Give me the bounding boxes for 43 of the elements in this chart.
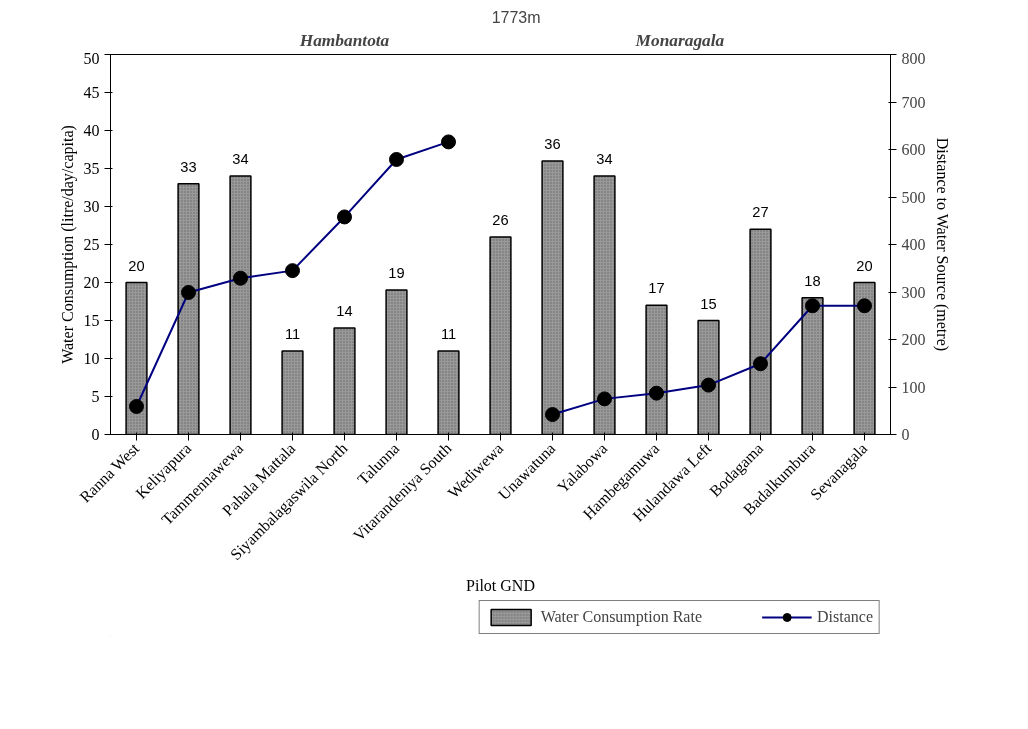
y-tick-label: 15 <box>83 312 100 329</box>
y2-tick-label: 400 <box>901 236 926 253</box>
y-tick-label: 40 <box>83 122 100 139</box>
data-label: 11 <box>284 325 301 342</box>
legend-label: Distance <box>817 608 873 626</box>
y2-tick-label: 100 <box>901 378 926 396</box>
y2-tick-label: 0 <box>901 426 910 443</box>
y2-tick-label: 700 <box>901 93 926 111</box>
data-label: 20 <box>856 257 873 274</box>
y2-tick-label: 600 <box>901 141 926 158</box>
y-tick-label: 0 <box>91 426 100 443</box>
y-tick-label: 35 <box>83 160 100 177</box>
text: Hambantota <box>298 31 390 51</box>
legend-label: Water Consumption Rate <box>540 608 703 626</box>
data-label: 20 <box>128 257 145 274</box>
data-label: 34 <box>232 151 249 168</box>
data-label: 19 <box>388 265 405 282</box>
data-label: 26 <box>492 211 509 228</box>
y-tick-label: 30 <box>83 198 100 215</box>
y-tick-label: 20 <box>83 274 100 291</box>
y2-axis-title: Distance to Water Source (metre) <box>932 137 951 352</box>
y-tick-label: 5 <box>91 388 100 405</box>
data-label: 11 <box>440 325 457 342</box>
y2-tick-label: 500 <box>901 188 926 206</box>
data-label: 14 <box>336 303 353 320</box>
y-tick-label: 25 <box>83 236 100 253</box>
y-tick-label: 10 <box>83 350 100 367</box>
data-label: 17 <box>648 280 665 297</box>
text: 1773m <box>491 9 541 27</box>
y2-tick-label: 300 <box>901 283 926 301</box>
y2-tick-label: 800 <box>901 49 926 67</box>
y2-tick-label: 200 <box>901 331 926 348</box>
data-label: 36 <box>544 135 561 152</box>
data-label: 18 <box>804 272 821 289</box>
y-axis-title: Water Consumption (litre/day/capita) <box>58 125 77 364</box>
data-label: 15 <box>700 295 717 312</box>
data-label: 33 <box>180 158 197 175</box>
x-axis-title: Pilot GND <box>466 577 535 595</box>
y-tick-label: 50 <box>83 49 100 67</box>
y-tick-label: 45 <box>83 84 100 101</box>
data-label: 27 <box>752 204 769 221</box>
text: Monaragala <box>634 31 725 51</box>
data-label: 34 <box>596 151 613 168</box>
